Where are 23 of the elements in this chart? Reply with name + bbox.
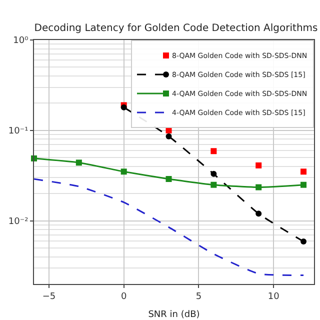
x-tick-label: 10 — [268, 292, 280, 302]
line-series — [34, 178, 304, 276]
y-tick-label: 10⁰ — [13, 36, 29, 46]
x-axis-title: SNR in (dB) — [148, 310, 200, 320]
point — [120, 168, 127, 175]
y-tick-label: 10⁻² — [8, 216, 29, 227]
x-tick-label: 5 — [196, 292, 202, 302]
point — [210, 170, 217, 177]
point — [210, 182, 217, 188]
point — [166, 176, 172, 182]
point — [300, 168, 307, 175]
x-tick-label: −5 — [42, 292, 56, 302]
x-tick-label: 0 — [120, 292, 127, 302]
point — [76, 160, 82, 166]
point — [166, 133, 172, 140]
point — [210, 148, 217, 154]
chart-title: Decoding Latency for Golden Code Detection Algorithms — [34, 23, 318, 34]
point — [300, 238, 307, 245]
point — [256, 162, 262, 168]
point — [256, 210, 262, 217]
y-tick-label: 10⁻¹ — [8, 126, 29, 137]
point — [300, 182, 307, 188]
point — [256, 184, 262, 190]
